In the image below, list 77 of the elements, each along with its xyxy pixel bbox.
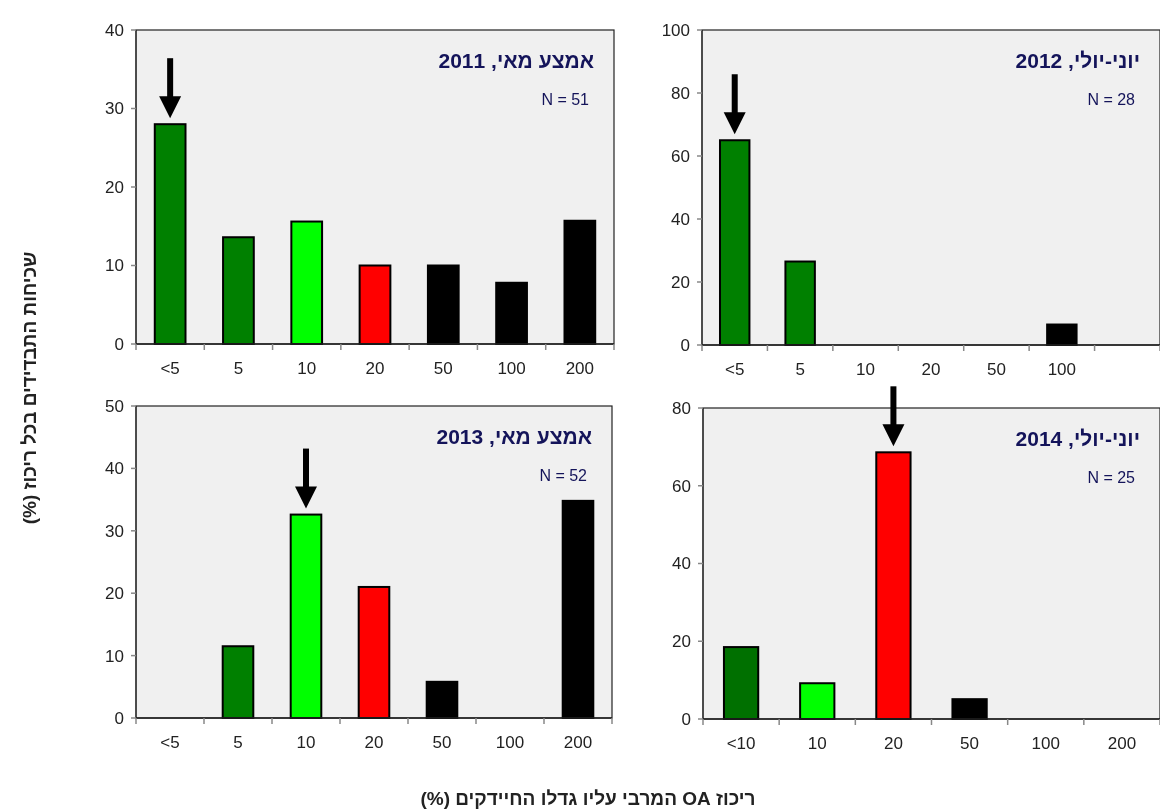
y-axis-title: שכיחות התבדידים בכל ריכוז (%) <box>19 251 40 525</box>
bar <box>784 260 816 346</box>
text: אמצע מאי, 2013 <box>436 425 592 448</box>
x-tick-label: 50 <box>960 734 980 753</box>
x-tick-label: 100 <box>497 359 526 378</box>
x-tick-label: 10 <box>856 360 876 379</box>
y-tick-label: 40 <box>671 209 690 229</box>
bar <box>221 645 255 719</box>
bar <box>358 264 392 345</box>
bar <box>561 499 595 719</box>
bar <box>495 281 528 345</box>
bar <box>799 682 836 720</box>
y-tick-label: 20 <box>672 632 691 652</box>
y-tick-label: 0 <box>114 334 124 354</box>
y-tick-label: 30 <box>105 521 124 541</box>
x-tick-label: 5 <box>795 360 805 379</box>
y-tick-label: 60 <box>672 476 691 496</box>
x-tick-label: 20 <box>365 359 385 378</box>
x-tick-label: 20 <box>883 734 903 753</box>
bar <box>563 219 597 345</box>
x-tick-label: <5 <box>160 359 180 378</box>
text: יוני-יולי, 2014 <box>1015 427 1140 450</box>
x-tick-label: 200 <box>1107 734 1137 753</box>
x-tick-label: 200 <box>563 733 593 752</box>
y-tick-label: 40 <box>105 459 124 479</box>
x-tick-label: 200 <box>565 359 595 378</box>
bar <box>222 236 255 345</box>
y-tick-label: 20 <box>671 272 690 292</box>
y-tick-label: 100 <box>661 20 690 40</box>
y-tick-label: 20 <box>105 584 124 604</box>
x-tick-label: 5 <box>233 733 243 752</box>
text: אמצע מאי, 2011 <box>438 49 594 72</box>
y-tick-label: 40 <box>105 20 124 40</box>
x-tick-label: <5 <box>725 360 745 379</box>
bar <box>951 698 988 720</box>
annotation: N = 25 <box>1087 469 1136 486</box>
y-tick-label: 0 <box>680 335 690 355</box>
y-tick-label: 40 <box>672 554 691 574</box>
bar <box>1046 323 1078 346</box>
y-tick-label: 80 <box>672 398 691 418</box>
x-tick-label: 100 <box>1047 360 1077 379</box>
y-tick-label: 30 <box>105 99 124 119</box>
bar <box>722 646 760 720</box>
bar <box>290 220 324 345</box>
y-tick-label: 50 <box>105 396 124 416</box>
x-tick-label: 100 <box>1031 734 1060 753</box>
bar <box>425 680 459 719</box>
x-tick-label: 50 <box>432 733 452 752</box>
bar <box>153 123 187 345</box>
annotation: N = 28 <box>1087 91 1136 108</box>
x-tick-label: <10 <box>726 734 756 753</box>
x-tick-label: 5 <box>233 359 244 378</box>
y-tick-label: 20 <box>105 177 124 197</box>
y-tick-label: 10 <box>105 256 124 276</box>
y-tick-label: 80 <box>671 83 690 103</box>
annotation: N = 51 <box>541 91 590 108</box>
bar <box>426 264 460 345</box>
bar <box>718 139 751 346</box>
x-tick-label: 50 <box>986 360 1006 379</box>
bar <box>357 585 391 719</box>
x-tick-label: <5 <box>160 733 180 752</box>
x-tick-label: 50 <box>433 359 453 378</box>
x-tick-label: 10 <box>297 359 317 378</box>
x-tick-label: 10 <box>807 734 827 753</box>
y-tick-label: 60 <box>671 146 690 166</box>
x-tick-label: 20 <box>364 733 384 752</box>
x-axis-title: ריכוז OA המרבי עליו גדלו החיידקים (%) <box>420 788 756 809</box>
y-tick-label: 0 <box>114 708 124 728</box>
x-tick-label: 20 <box>921 360 941 379</box>
bar <box>289 513 323 719</box>
bar <box>875 451 912 720</box>
x-tick-label: 10 <box>296 733 316 752</box>
x-tick-label: 100 <box>495 733 525 752</box>
annotation: N = 52 <box>539 467 588 484</box>
text: יוני-יולי, 2012 <box>1015 49 1140 72</box>
y-tick-label: 10 <box>105 646 124 666</box>
y-tick-label: 0 <box>681 709 691 729</box>
